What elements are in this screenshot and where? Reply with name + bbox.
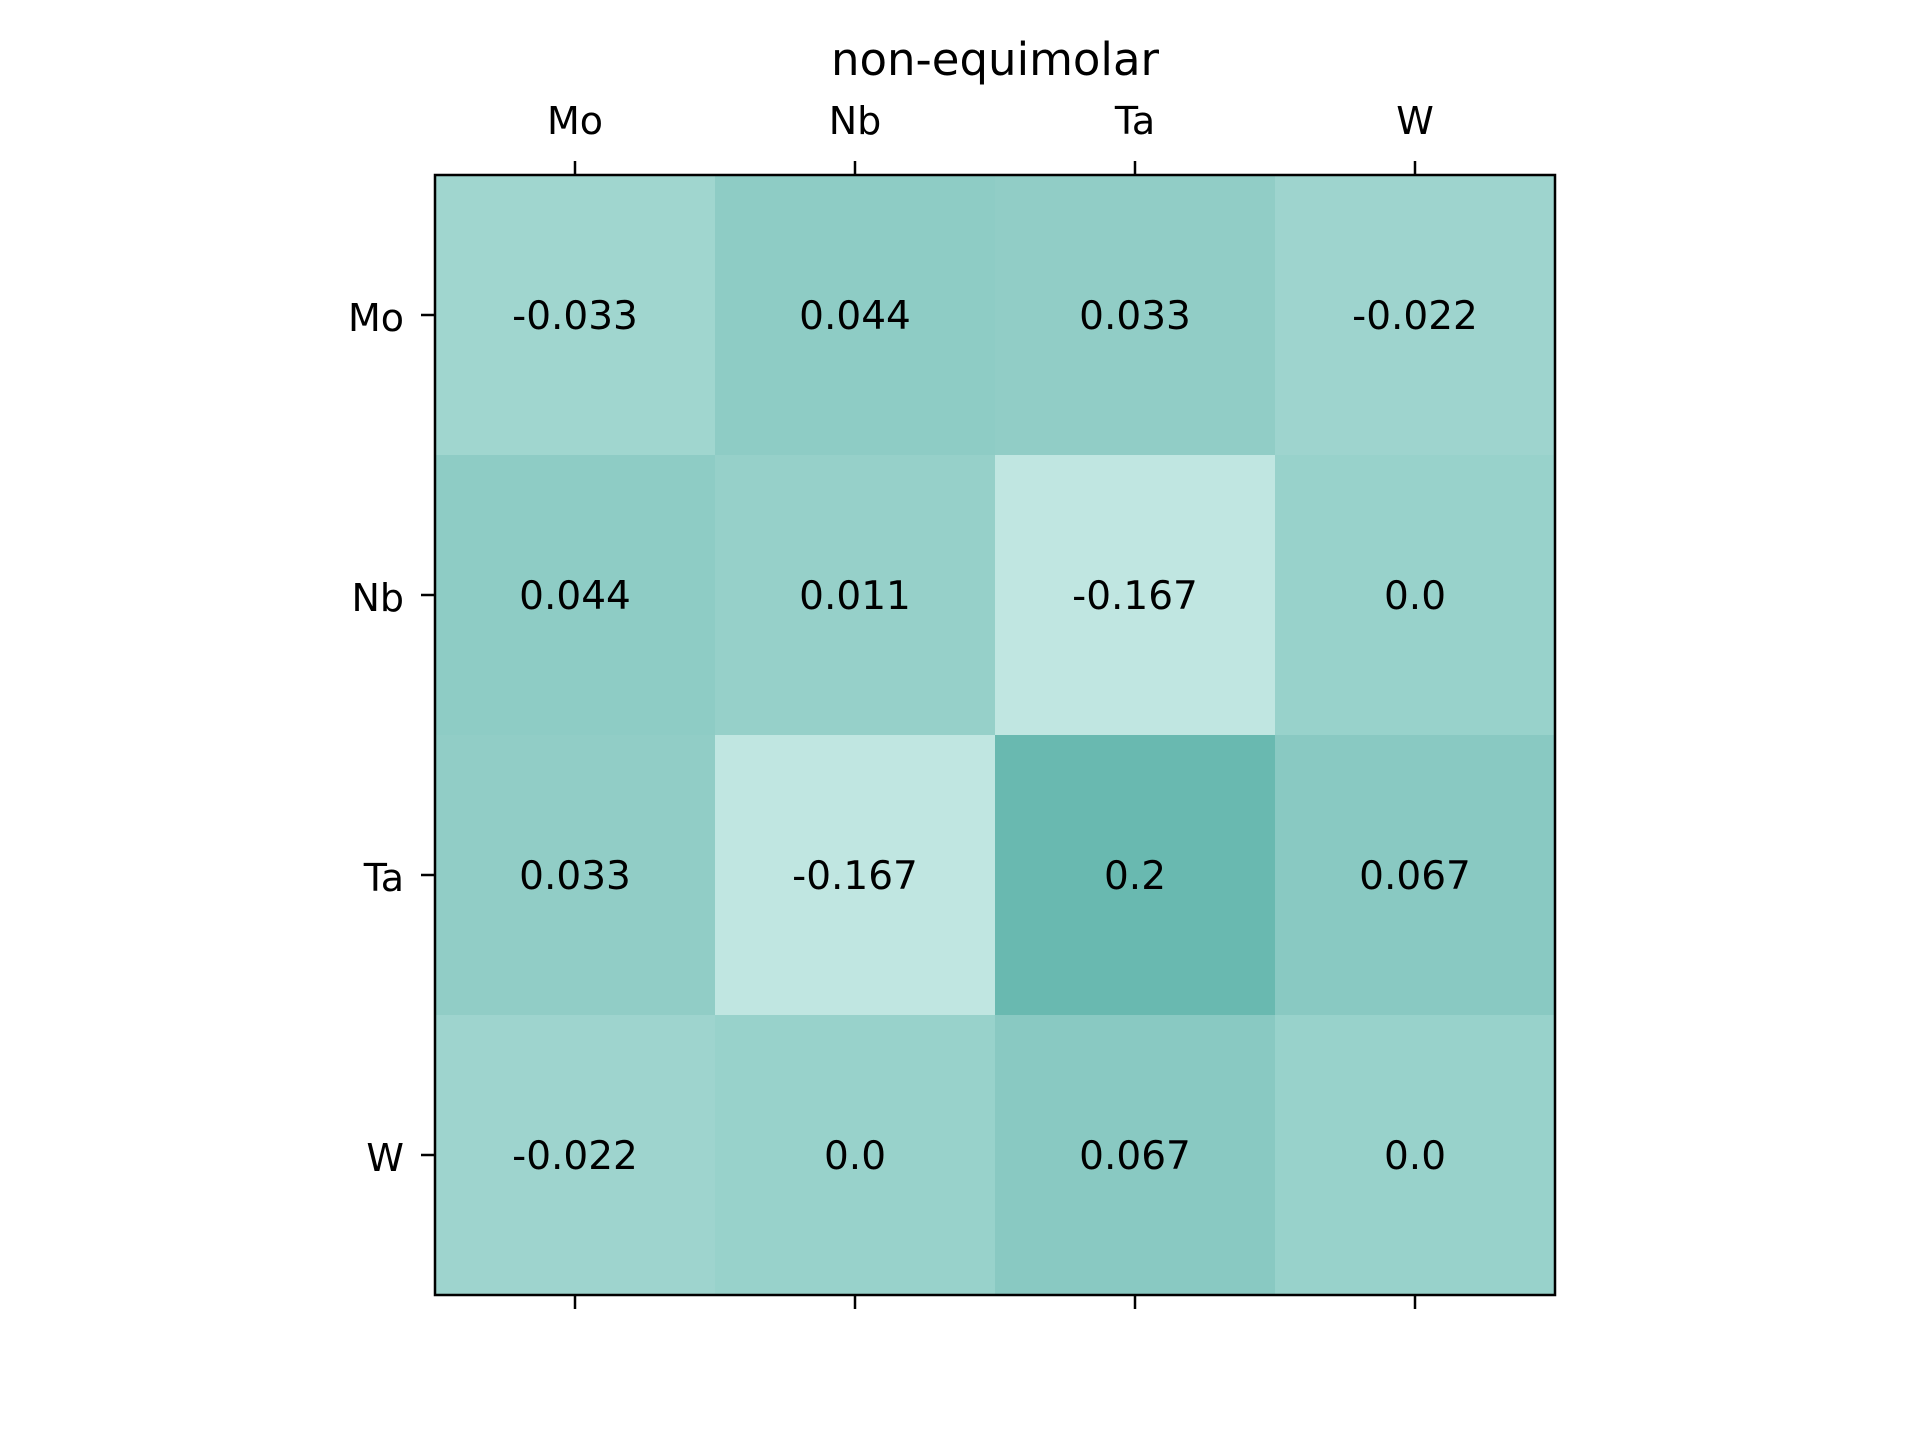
x-tick-label-Mo: Mo (547, 99, 603, 143)
heatmap-cell-Ta-W (1275, 735, 1556, 1016)
y-tick-label-Ta: Ta (363, 856, 404, 900)
plot-frame (433, 173, 1557, 1297)
cell-label-Mo-Nb: 0.044 (799, 294, 911, 339)
y-tick-label-Nb: Nb (351, 576, 404, 620)
heatmap-cell-W-W (1275, 1015, 1556, 1296)
heatmap-cell-W-Nb (715, 1015, 996, 1296)
cell-label-Ta-W: 0.067 (1359, 854, 1471, 899)
heatmap-cell-Nb-W (1275, 455, 1556, 736)
x-tick-label-Nb: Nb (829, 99, 882, 143)
heatmap-cells (435, 175, 1556, 1296)
cell-label-Mo-Ta: 0.033 (1079, 294, 1191, 339)
cell-label-Mo-Mo: -0.033 (512, 294, 638, 339)
cell-label-W-Ta: 0.067 (1079, 1134, 1191, 1179)
heatmap-cell-Ta-Nb (715, 735, 996, 1016)
y-tick-label-W: W (366, 1136, 404, 1180)
cell-label-W-Mo: -0.022 (512, 1134, 638, 1179)
cell-label-Nb-Mo: 0.044 (519, 574, 631, 619)
cell-label-Nb-W: 0.0 (1384, 574, 1446, 619)
heatmap-cell-Nb-Ta (995, 455, 1276, 736)
heatmap-cell-Mo-W (1275, 175, 1556, 456)
cell-label-Ta-Ta: 0.2 (1104, 854, 1166, 899)
cell-label-W-Nb: 0.0 (824, 1134, 886, 1179)
cell-value-labels: -0.033 0.044 0.033 -0.022 0.044 0.011 -0.167 0.… (512, 294, 1478, 1179)
heatmap-cell-W-Mo (435, 1015, 716, 1296)
heatmap-cell-Ta-Mo (435, 735, 716, 1016)
cell-label-W-W: 0.0 (1384, 1134, 1446, 1179)
heatmap-cell-Mo-Ta (995, 175, 1276, 456)
heatmap-cell-Ta-Ta (995, 735, 1276, 1016)
chart-title: non-equimolar (831, 33, 1160, 86)
cell-label-Ta-Nb: -0.167 (792, 854, 918, 899)
cell-label-Ta-Mo: 0.033 (519, 854, 631, 899)
x-tick-label-W: W (1396, 99, 1434, 143)
axis-ticks: Mo Nb Ta W Mo Nb Ta W (348, 99, 1434, 1309)
cell-label-Nb-Nb: 0.011 (799, 574, 911, 619)
heatmap-cell-W-Ta (995, 1015, 1276, 1296)
heatmap-cell-Mo-Nb (715, 175, 996, 456)
y-tick-label-Mo: Mo (348, 296, 404, 340)
cell-label-Mo-W: -0.022 (1352, 294, 1478, 339)
heatmap-cell-Mo-Mo (435, 175, 716, 456)
heatmap-cell-Nb-Mo (435, 455, 716, 736)
cell-label-Nb-Ta: -0.167 (1072, 574, 1198, 619)
x-tick-label-Ta: Ta (1114, 99, 1155, 143)
heatmap-cell-Nb-Nb (715, 455, 996, 736)
